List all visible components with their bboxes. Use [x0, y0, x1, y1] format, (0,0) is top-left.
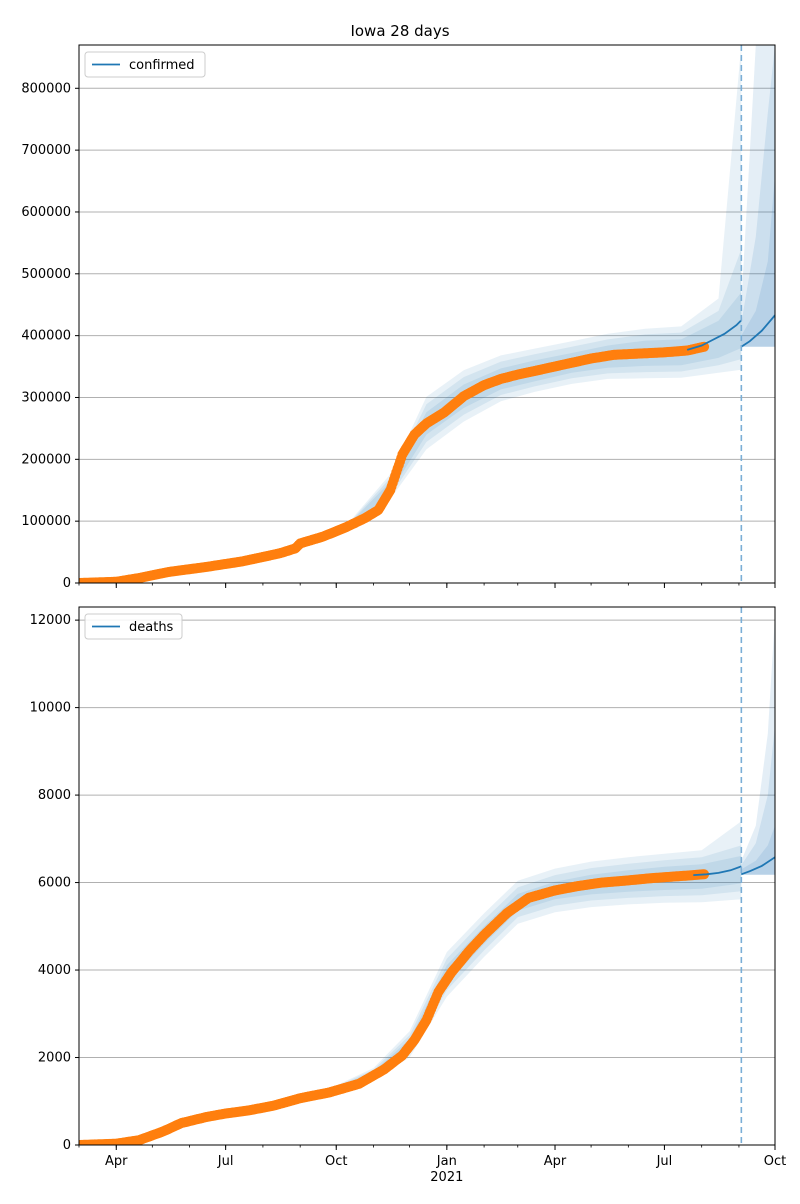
figure-title: Iowa 28 days [350, 22, 450, 40]
x-tick-label: Oct [764, 1154, 786, 1169]
panel-deaths: 0 2000 4000 6000 8000 10000 12000 Apr Jul Oct Jan2… [30, 606, 786, 1185]
forecast-band [741, 615, 775, 875]
plot-area [79, 45, 775, 583]
legend: deaths [84, 613, 183, 640]
plot-area [79, 607, 775, 1145]
interval-band [336, 821, 742, 1092]
model-fit-line [686, 319, 742, 351]
x-tick-label: Jul [217, 1154, 234, 1169]
legend-frame [84, 51, 206, 78]
y-tick-label: 0 [63, 1138, 71, 1153]
axes-frame [78, 606, 776, 1146]
interval-band [353, 45, 742, 528]
forecast-line [740, 314, 775, 348]
observed-series [79, 869, 710, 1145]
legend-label: deaths [129, 620, 174, 635]
y-tick-label: 700000 [21, 143, 71, 158]
y-tick-label: 600000 [21, 205, 71, 220]
y-tick-label: 6000 [38, 876, 71, 891]
y-tick-label: 100000 [21, 514, 71, 529]
forecast-band [741, 45, 775, 347]
forecast-band [741, 725, 775, 875]
x-tick-label: Oct [325, 1154, 347, 1169]
x-tick-label: Jan [436, 1154, 457, 1169]
axes-frame [78, 44, 776, 584]
y-tick-label: 500000 [21, 267, 71, 282]
y-tick-label: 200000 [21, 452, 71, 467]
forecast-band [741, 45, 775, 347]
forecast-line [740, 856, 775, 876]
y-tick-label: 10000 [30, 701, 71, 716]
legend-frame [84, 613, 183, 640]
x-tick-label: Apr [105, 1154, 128, 1169]
y-tick-label: 4000 [38, 963, 71, 978]
y-tick-label: 0 [63, 576, 71, 591]
y-tick-label: 8000 [38, 788, 71, 803]
observed-series [79, 341, 710, 583]
observed-point [699, 341, 710, 352]
forecast-band [741, 174, 775, 347]
legend-label: confirmed [129, 58, 195, 73]
y-tick-label: 800000 [21, 81, 71, 96]
y-tick-label: 300000 [21, 390, 71, 405]
legend: confirmed [84, 51, 206, 78]
x-tick-year-label: 2021 [430, 1170, 463, 1185]
y-tick-label: 12000 [30, 613, 71, 628]
panel-confirmed: 0 100000 200000 300000 400000 500000 600000 700… [21, 44, 776, 591]
y-tick-label: 2000 [38, 1051, 71, 1066]
x-tick-label: Apr [544, 1154, 567, 1169]
y-tick-label: 400000 [21, 329, 71, 344]
model-fit-line [693, 865, 742, 876]
x-tick-label: Jul [656, 1154, 673, 1169]
